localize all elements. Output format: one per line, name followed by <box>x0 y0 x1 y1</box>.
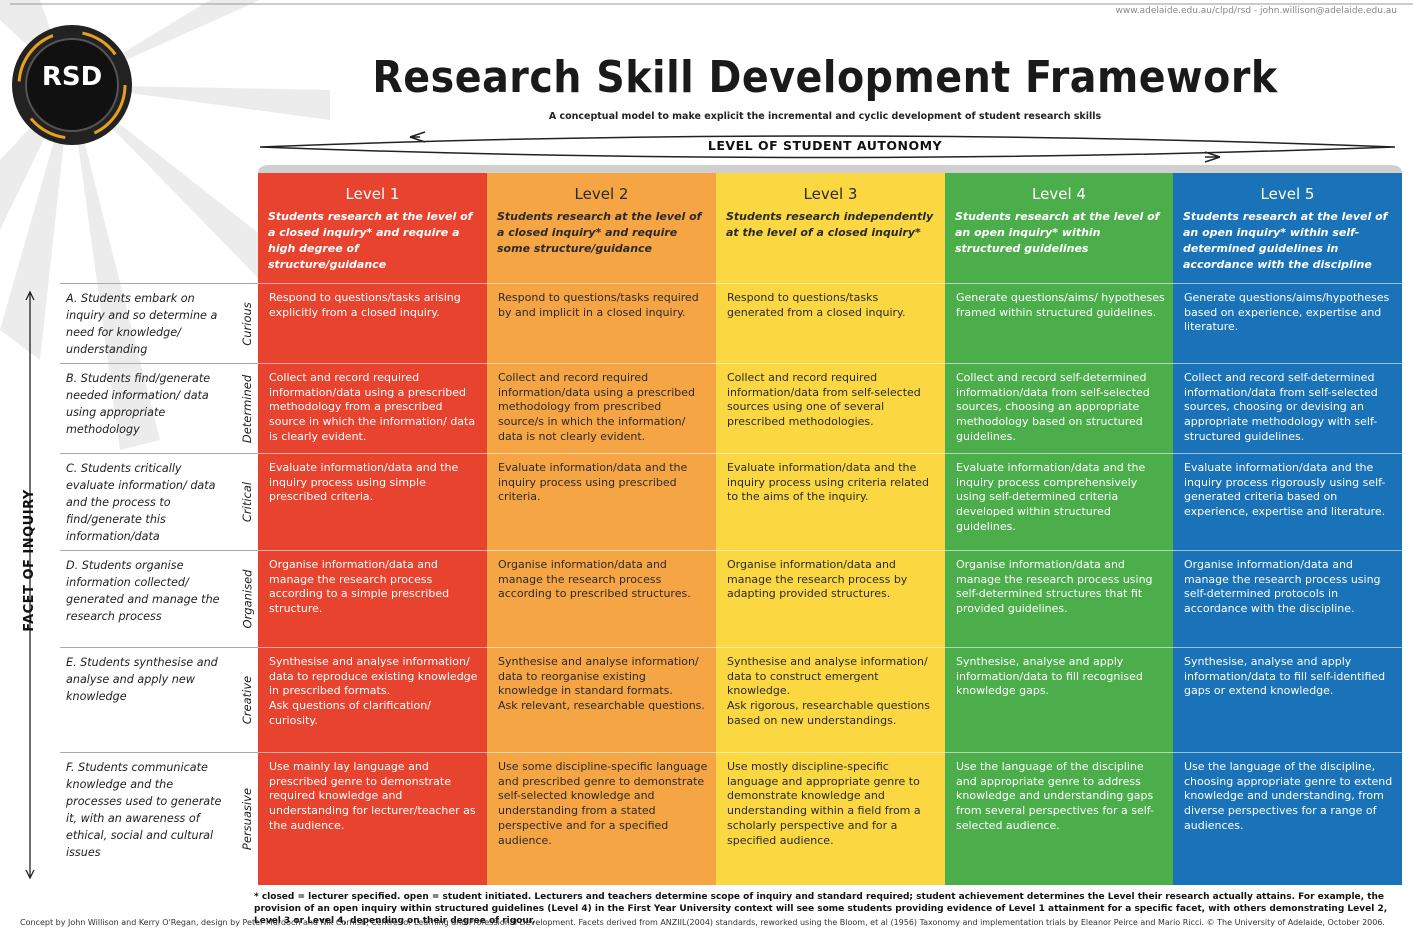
level-header: Level 5 Students research at the level of… <box>1173 173 1402 283</box>
level-description: Students research at the level of a clos… <box>268 210 473 271</box>
facet-label-box: FACET OF INQUIRY <box>4 420 54 700</box>
facet-name-box: Creative <box>236 647 258 752</box>
title: Research Skill Development Framework <box>372 52 1278 103</box>
level-description: Students research independently at the l… <box>726 210 934 239</box>
skill-cell: Respond to questions/tasks arising expli… <box>258 283 487 363</box>
facet-description: B. Students find/generate needed informa… <box>60 363 236 453</box>
skill-cell: Evaluate information/data and the inquir… <box>945 453 1173 550</box>
url: www.adelaide.edu.au/clpd/rsd - john.will… <box>1115 6 1397 16</box>
level-header: Level 3 Students research independently a… <box>716 173 945 283</box>
skill-cell: Collect and record required information/… <box>487 363 716 453</box>
footnote: * closed = lecturer specified. open = st… <box>254 892 1388 926</box>
facet-name: Persuasive <box>240 787 255 851</box>
level-name: Level 2 <box>574 185 629 203</box>
skill-cell: Generate questions/aims/ hypotheses fram… <box>945 283 1173 363</box>
skill-cell: Organise information/data and manage the… <box>945 550 1173 647</box>
skill-cell: Collect and record required information/… <box>258 363 487 453</box>
table-cap <box>258 165 1402 173</box>
level-description: Students research at the level of an ope… <box>955 210 1160 255</box>
skill-cell: Collect and record self-determined infor… <box>1173 363 1402 453</box>
arrow-right <box>1204 151 1221 163</box>
facet-name: Organised <box>240 569 255 629</box>
skill-cell: Evaluate information/data and the inquir… <box>716 453 945 550</box>
facet-name-box: Organised <box>236 550 258 647</box>
facet-label: FACET OF INQUIRY <box>21 488 37 632</box>
level-header: Level 4 Students research at the level of… <box>945 173 1173 283</box>
skill-cell: Use the language of the discipline, choo… <box>1173 752 1402 885</box>
facet-description: E. Students synthesise and analyse and a… <box>60 647 236 752</box>
level-name: Level 3 <box>803 185 858 203</box>
skill-cell: Collect and record self-determined infor… <box>945 363 1173 453</box>
facet-name: Creative <box>240 675 254 725</box>
skill-cell: Respond to questions/tasks required by a… <box>487 283 716 363</box>
skill-cell: Evaluate information/data and the inquir… <box>258 453 487 550</box>
level-name: Level 1 <box>345 185 400 203</box>
subtitle: A conceptual model to make explicit the … <box>548 111 1102 122</box>
level-header: Level 2 Students research at the level of… <box>487 173 716 283</box>
arrow-left <box>409 131 426 143</box>
skill-cell: Use some discipline-specific language an… <box>487 752 716 885</box>
skill-cell: Use mainly lay language and prescribed g… <box>258 752 487 885</box>
logo-accent <box>17 30 127 140</box>
facet-name-box: Curious <box>236 283 258 363</box>
skill-cell: Synthesise and analyse information/ data… <box>716 647 945 752</box>
facet-description: F. Students communicate knowledge and th… <box>60 752 236 885</box>
skill-cell: Organise information/data and manage the… <box>487 550 716 647</box>
level-description: Students research at the level of an ope… <box>1183 210 1388 271</box>
skill-cell: Generate questions/aims/hypotheses based… <box>1173 283 1402 363</box>
facet-arrows <box>25 290 35 880</box>
level-name: Level 5 <box>1260 185 1315 203</box>
facet-description: A. Students embark on inquiry and so det… <box>60 283 236 363</box>
facet-name: Determined <box>240 374 254 443</box>
facet-name-box: Critical <box>236 453 258 550</box>
skill-cell: Organise information/data and manage the… <box>716 550 945 647</box>
level-description: Students research at the level of a clos… <box>497 210 702 255</box>
autonomy-label: LEVEL OF STUDENT AUTONOMY <box>707 138 943 153</box>
level-header: Level 1 Students research at the level of… <box>258 173 487 283</box>
skill-cell: Synthesise, analyse and apply informatio… <box>1173 647 1402 752</box>
skill-cell: Evaluate information/data and the inquir… <box>487 453 716 550</box>
facet-description: D. Students organise information collect… <box>60 550 236 647</box>
skill-cell: Organise information/data and manage the… <box>258 550 487 647</box>
skill-cell: Synthesise, analyse and apply informatio… <box>945 647 1173 752</box>
skill-cell: Use mostly discipline-specific language … <box>716 752 945 885</box>
credits: Concept by John Willison and Kerry O'Reg… <box>20 918 1385 927</box>
facet-name: Curious <box>240 301 254 346</box>
skill-cell: Respond to questions/tasks generated fro… <box>716 283 945 363</box>
skill-cell: Evaluate information/data and the inquir… <box>1173 453 1402 550</box>
skill-cell: Organise information/data and manage the… <box>1173 550 1402 647</box>
facet-name: Critical <box>240 481 255 523</box>
facet-name-box: Persuasive <box>236 752 258 885</box>
skill-cell: Use the language of the discipline and a… <box>945 752 1173 885</box>
autonomy-ellipse <box>259 135 1396 159</box>
skill-cell: Synthesise and analyse information/ data… <box>258 647 487 752</box>
skill-cell: Synthesise and analyse information/ data… <box>487 647 716 752</box>
facet-description: C. Students critically evaluate informat… <box>60 453 236 550</box>
skill-cell: Collect and record required information/… <box>716 363 945 453</box>
logo-text: RSD <box>41 62 103 92</box>
facet-name-box: Determined <box>236 363 258 453</box>
logo-core <box>25 38 119 132</box>
level-name: Level 4 <box>1032 185 1086 203</box>
